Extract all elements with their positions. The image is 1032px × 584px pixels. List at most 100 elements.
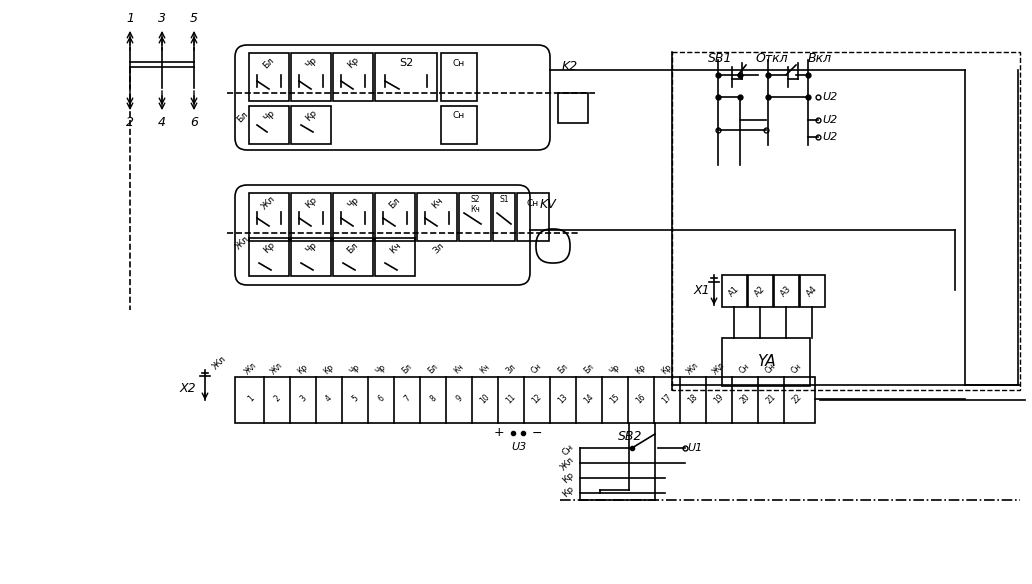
Text: X1: X1: [694, 283, 710, 297]
Text: Сн: Сн: [527, 199, 539, 207]
Text: X2: X2: [180, 381, 196, 395]
Text: Сн: Сн: [738, 362, 752, 376]
Text: Жл: Жл: [234, 234, 252, 252]
Text: 4: 4: [158, 116, 166, 128]
Bar: [333, 238, 373, 276]
Bar: [333, 53, 373, 101]
Bar: [291, 53, 331, 101]
Bar: [672, 52, 1020, 390]
Text: Чр: Чр: [346, 196, 360, 210]
Text: 7: 7: [402, 394, 412, 404]
Bar: [375, 238, 415, 276]
Bar: [459, 193, 491, 241]
Text: Жл: Жл: [685, 361, 701, 377]
Text: Кр: Кр: [560, 471, 576, 485]
Text: Чр: Чр: [608, 362, 621, 376]
Bar: [375, 53, 437, 101]
Text: Сн: Сн: [764, 362, 778, 376]
Text: S2: S2: [399, 58, 413, 68]
Text: Зл: Зл: [431, 241, 446, 255]
Text: Кр: Кр: [660, 362, 674, 376]
Text: Жл: Жл: [559, 456, 577, 472]
Bar: [333, 193, 373, 241]
Text: 16: 16: [635, 392, 648, 405]
Text: Чр: Чр: [303, 241, 319, 255]
Text: Сн: Сн: [791, 362, 804, 376]
Text: 10: 10: [479, 392, 491, 405]
Text: 5: 5: [350, 394, 360, 404]
Bar: [235, 377, 815, 423]
Text: Кр: Кр: [303, 109, 319, 123]
Text: 19: 19: [712, 392, 725, 405]
Text: Жл: Жл: [711, 361, 727, 377]
Text: S2: S2: [471, 196, 480, 204]
Text: 1: 1: [126, 12, 134, 25]
Text: A3: A3: [779, 284, 794, 298]
Bar: [375, 193, 415, 241]
Text: 2: 2: [272, 394, 282, 404]
Text: Вкл: Вкл: [808, 51, 832, 64]
Text: 3: 3: [298, 394, 308, 404]
Text: Жл: Жл: [244, 361, 259, 377]
Text: Бл: Бл: [388, 196, 402, 210]
Text: U2: U2: [823, 115, 838, 125]
Text: 20: 20: [739, 392, 751, 405]
Bar: [800, 275, 825, 307]
Text: KV: KV: [540, 199, 556, 211]
Bar: [774, 275, 799, 307]
Text: Бл: Бл: [556, 362, 570, 376]
Bar: [722, 338, 810, 386]
Bar: [249, 106, 289, 144]
Text: Бл: Бл: [262, 55, 277, 71]
Text: Кр: Кр: [560, 485, 576, 499]
Text: 22: 22: [791, 392, 804, 405]
Text: Кч: Кч: [388, 241, 402, 255]
Text: U2: U2: [823, 92, 838, 102]
Text: Откл: Откл: [755, 51, 788, 64]
Text: Кр: Кр: [303, 196, 319, 210]
Text: Жл: Жл: [212, 354, 229, 371]
Text: Кч: Кч: [470, 204, 480, 214]
Text: Кр: Кр: [635, 362, 648, 376]
Bar: [441, 53, 477, 101]
Text: 18: 18: [686, 392, 700, 405]
Text: Сн: Сн: [530, 362, 544, 376]
Text: 1: 1: [247, 394, 256, 404]
Bar: [249, 53, 289, 101]
Bar: [291, 193, 331, 241]
Text: 5: 5: [190, 12, 198, 25]
Text: Кр: Кр: [296, 362, 310, 376]
Text: 3: 3: [158, 12, 166, 25]
Text: SB1: SB1: [708, 51, 733, 64]
Text: Кр: Кр: [261, 241, 277, 255]
Text: Жл: Жл: [269, 361, 285, 377]
Text: A2: A2: [753, 284, 767, 298]
Text: 11: 11: [505, 392, 517, 405]
Text: 13: 13: [556, 392, 570, 405]
Text: +: +: [493, 426, 505, 440]
Text: Чр: Чр: [348, 362, 362, 376]
Bar: [558, 93, 588, 123]
Text: A1: A1: [727, 284, 741, 298]
Text: Кр: Кр: [346, 55, 360, 71]
Text: Жл: Жл: [260, 194, 278, 211]
Bar: [291, 106, 331, 144]
Text: S1: S1: [499, 196, 509, 204]
Text: 4: 4: [324, 394, 334, 404]
Text: 14: 14: [582, 392, 595, 405]
Text: Бл: Бл: [582, 362, 595, 376]
Bar: [722, 275, 747, 307]
Text: 6: 6: [190, 116, 198, 128]
Text: 12: 12: [530, 392, 544, 405]
Text: U3: U3: [512, 442, 526, 452]
Text: Кр: Кр: [322, 362, 335, 376]
Bar: [441, 106, 477, 144]
Text: Сн: Сн: [560, 443, 576, 457]
Text: U1: U1: [687, 443, 703, 453]
Bar: [493, 193, 515, 241]
Bar: [249, 193, 289, 241]
Bar: [417, 193, 457, 241]
Text: Сн: Сн: [453, 58, 465, 68]
Text: 9: 9: [454, 394, 464, 404]
Bar: [748, 275, 773, 307]
